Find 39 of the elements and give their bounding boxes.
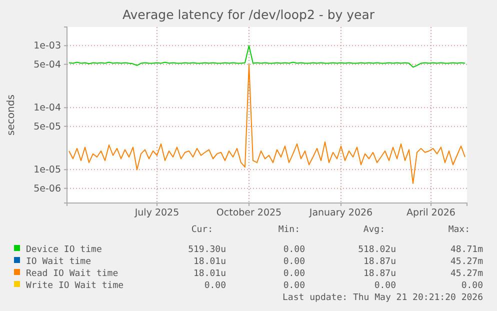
text: 519.30u: [188, 245, 226, 255]
y-tick-label: 1e-03: [34, 40, 61, 52]
y-tick-label: 1e-04: [34, 102, 61, 114]
text: 45.27m: [450, 257, 483, 267]
text: 518.02u: [358, 245, 396, 255]
text: 18.01u: [193, 269, 226, 279]
text: 45.27m: [450, 269, 483, 279]
text: 0.00: [283, 269, 305, 279]
legend-label: Read IO Wait time: [26, 269, 118, 279]
text: 0.00: [283, 245, 305, 255]
text: Cur:: [191, 225, 213, 235]
text: Avg:: [363, 225, 385, 235]
text: 0.00: [283, 281, 305, 291]
text: 0.00: [204, 281, 226, 291]
text: 18.01u: [193, 257, 226, 267]
y-tick-label: 5e-06: [34, 183, 61, 194]
text: 48.71m: [450, 245, 483, 255]
text: Min:: [278, 225, 300, 235]
chart-title: Average latency for /dev/loop2 - by year: [122, 7, 376, 22]
y-tick-label: 1e-05: [34, 164, 61, 176]
text: 18.87u: [363, 257, 396, 267]
text: 0.00: [461, 281, 483, 291]
text: 18.87u: [363, 269, 396, 279]
text: Last update: Thu May 21 20:21:20 2026: [282, 293, 483, 303]
line-series: [68, 45, 466, 68]
legend-label: IO Wait time: [26, 257, 92, 267]
y-axis-title: seconds: [6, 94, 17, 136]
legend-label: Device IO time: [26, 245, 102, 255]
line-series: [68, 64, 466, 184]
y-tick-label: 5e-04: [34, 59, 61, 70]
y-tick-label: 5e-05: [34, 121, 61, 132]
x-tick-label: April 2026: [406, 208, 456, 219]
text: 0.00: [374, 281, 396, 291]
x-tick-label: January 2026: [308, 208, 373, 219]
x-tick-label: October 2025: [216, 208, 282, 219]
text: 0.00: [283, 257, 305, 267]
legend-label: Write IO Wait time: [26, 281, 124, 291]
text: Max:: [448, 225, 470, 235]
x-tick-label: July 2025: [134, 208, 180, 219]
